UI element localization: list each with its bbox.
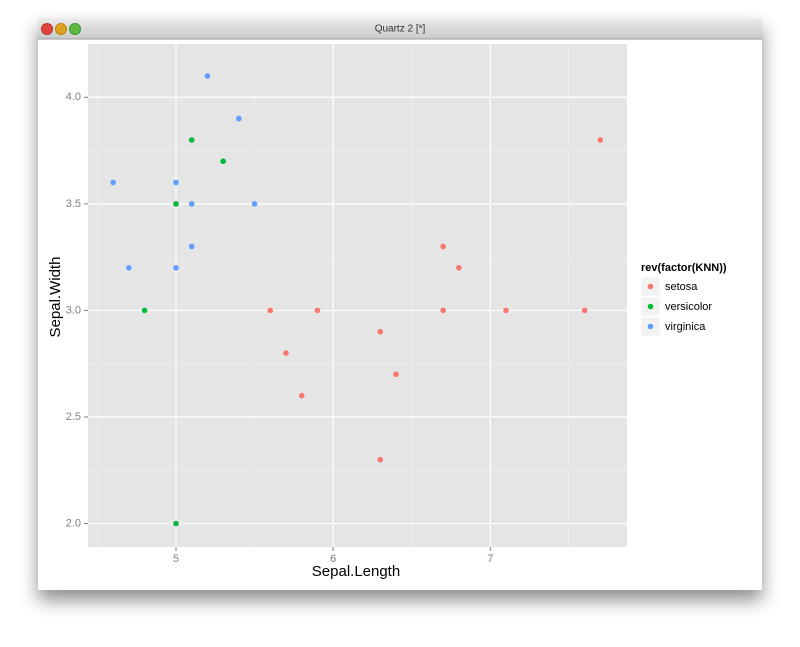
y-tick-label: 2.0 [66, 517, 81, 529]
window-title: Quartz 2 [*] [375, 24, 426, 35]
close-button[interactable] [41, 23, 53, 35]
legend-marker [647, 323, 654, 330]
plot [88, 44, 627, 547]
point [110, 179, 116, 186]
point [188, 201, 195, 207]
point [126, 264, 132, 271]
point [597, 137, 604, 143]
x-tick-label: 7 [487, 553, 493, 565]
point [220, 158, 226, 165]
point [188, 137, 195, 143]
legend-label: virginica [665, 321, 706, 333]
point [251, 201, 258, 207]
point [377, 456, 384, 463]
y-tick-label: 3.5 [66, 198, 81, 210]
point [173, 179, 179, 186]
y-axis-title: Sepal.Width [47, 257, 64, 338]
point [267, 307, 274, 314]
y-tick-label: 3.0 [66, 304, 81, 316]
point [377, 328, 384, 335]
x-tick-label: 5 [173, 553, 179, 565]
point [173, 520, 179, 527]
point [204, 73, 211, 79]
point [236, 115, 242, 122]
legend-marker [647, 303, 654, 310]
zoom-button[interactable] [69, 23, 81, 35]
point [173, 201, 179, 207]
title-bar [38, 18, 762, 39]
x-tick-label: 6 [330, 553, 336, 565]
legend-label: setosa [665, 281, 698, 293]
point [440, 307, 446, 314]
point [173, 264, 179, 271]
legend-label: versicolor [665, 301, 712, 313]
point [283, 350, 289, 356]
legend-title: rev(factor(KNN)) [641, 262, 727, 274]
plot-panel [88, 44, 627, 547]
point [141, 307, 148, 314]
point [188, 243, 195, 250]
x-axis-title: Sepal.Length [312, 563, 400, 580]
point [393, 371, 399, 378]
point [581, 307, 588, 314]
legend-marker [647, 283, 654, 290]
y-tick-label: 2.5 [66, 411, 81, 423]
point [314, 307, 321, 314]
point [456, 264, 462, 271]
minimize-button[interactable] [55, 23, 67, 35]
point [503, 307, 509, 314]
point [298, 392, 305, 399]
point [440, 243, 446, 250]
y-tick-label: 4.0 [66, 91, 81, 103]
